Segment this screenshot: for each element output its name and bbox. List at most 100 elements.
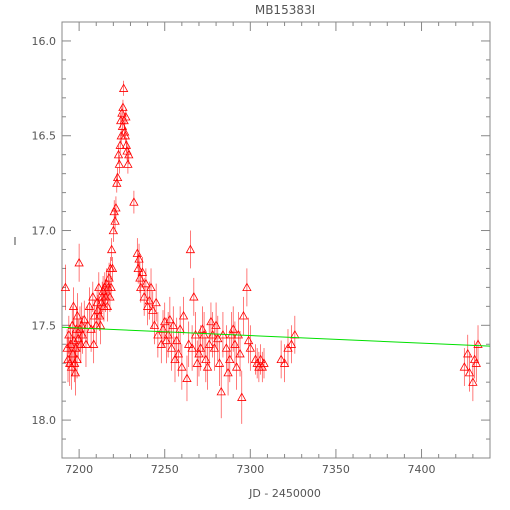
data-point [129, 190, 139, 214]
data-point [118, 80, 129, 96]
triangle-marker [168, 320, 178, 329]
chart-title: MB15383I [255, 3, 315, 17]
triangle-marker [473, 339, 483, 348]
data-point [166, 325, 177, 371]
data-point [84, 287, 95, 326]
data-point [153, 312, 163, 358]
triangle-marker [259, 358, 269, 367]
triangle-marker [221, 343, 232, 352]
triangle-marker [106, 282, 116, 291]
data-point [182, 355, 192, 402]
triangle-marker [112, 172, 123, 182]
triangle-marker [468, 377, 478, 386]
triangle-marker [165, 314, 175, 324]
triangle-marker [153, 329, 163, 339]
data-point [197, 306, 208, 352]
data-point [243, 317, 254, 364]
triangle-marker [118, 102, 128, 111]
triangle-marker [146, 282, 156, 291]
data-point [118, 99, 128, 115]
triangle-marker [187, 343, 197, 352]
data-point [106, 276, 116, 299]
data-point [112, 173, 122, 193]
triangle-marker [204, 339, 214, 348]
data-point [473, 325, 483, 364]
triangle-marker [149, 320, 160, 329]
triangle-marker [242, 282, 252, 291]
data-point [94, 272, 104, 303]
data-point [189, 277, 199, 316]
data-point [257, 351, 267, 383]
triangle-marker [279, 358, 290, 367]
data-point [192, 340, 202, 386]
data-point [471, 344, 481, 383]
triangle-marker [214, 358, 225, 367]
x-tick-label: 7300 [236, 463, 264, 476]
data-point [88, 325, 99, 364]
triangle-marker [184, 339, 194, 348]
triangle-marker [134, 254, 144, 263]
data-point [177, 344, 187, 390]
data-point [141, 268, 151, 299]
data-point [121, 109, 131, 125]
data-point [165, 296, 175, 343]
triangle-marker [245, 343, 255, 352]
triangle-marker [120, 130, 131, 140]
data-point [144, 281, 154, 320]
triangle-marker [105, 292, 115, 301]
triangle-marker [60, 282, 71, 291]
triangle-marker [463, 348, 473, 358]
data-point [106, 238, 117, 261]
data-point [230, 321, 240, 368]
y-axis-label: I [13, 235, 16, 248]
y-tick-label: 16.0 [32, 35, 57, 48]
data-point [72, 293, 83, 339]
triangle-marker [88, 339, 99, 348]
triangle-marker [118, 83, 129, 92]
data-point [116, 128, 126, 144]
data-point [231, 344, 242, 390]
triangle-marker [115, 140, 125, 149]
data-point [184, 321, 194, 368]
triangle-marker [110, 216, 120, 225]
data-point [238, 296, 249, 335]
triangle-marker [237, 392, 247, 401]
triangle-marker [119, 127, 130, 136]
triangle-marker [276, 354, 286, 364]
data-point [276, 340, 286, 379]
triangle-marker [137, 267, 148, 276]
triangle-marker [68, 301, 79, 310]
triangle-marker [459, 362, 469, 371]
data-point [468, 363, 478, 402]
data-point [137, 257, 148, 288]
data-point [105, 281, 115, 313]
triangle-marker [141, 278, 151, 288]
x-tick-label: 7400 [408, 463, 436, 476]
data-point [139, 277, 149, 316]
triangle-marker [189, 292, 199, 301]
data-point [134, 243, 144, 275]
triangle-marker [106, 244, 117, 254]
data-point [259, 348, 269, 379]
data-point [204, 321, 214, 368]
data-point [185, 230, 196, 269]
x-tick-label: 7350 [322, 463, 350, 476]
data-point [214, 340, 225, 386]
triangle-marker [121, 111, 131, 121]
axis-tick-labels: 7200 7250 7300 7350 7400 16.0 16.5 17.0 17.5 18.0 [32, 35, 436, 476]
plot-frame [61, 21, 491, 459]
data-point [286, 325, 297, 364]
y-tick-label: 17.5 [32, 319, 57, 332]
data-point [149, 306, 160, 345]
data-point [109, 200, 119, 223]
triangle-marker [182, 373, 192, 382]
triangle-marker [185, 244, 196, 254]
triangle-marker [84, 301, 95, 310]
data-point [107, 257, 118, 280]
data-point [108, 219, 119, 242]
data-point [172, 317, 182, 364]
triangle-marker [464, 367, 475, 377]
triangle-marker [107, 263, 118, 273]
triangle-marker [231, 362, 242, 371]
